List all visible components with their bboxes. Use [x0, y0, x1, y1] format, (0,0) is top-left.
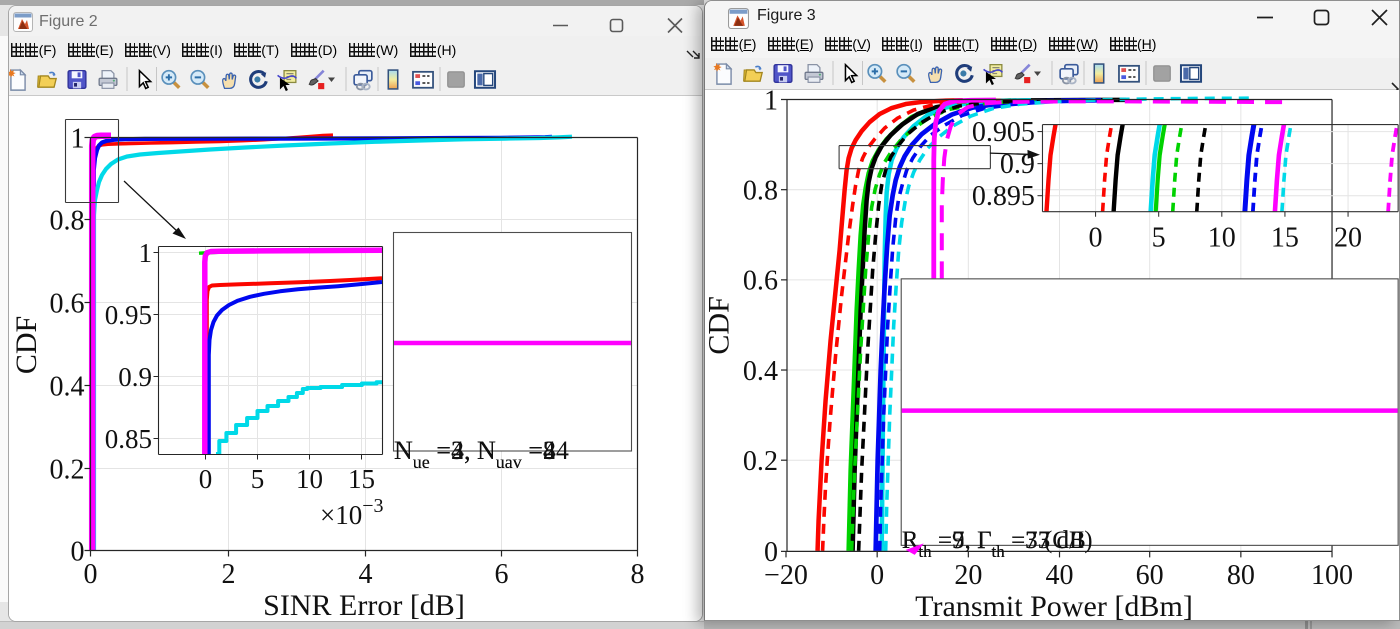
svg-text:0.6: 0.6	[50, 288, 85, 319]
svg-text:0: 0	[1089, 222, 1103, 253]
svg-text:0.4: 0.4	[743, 356, 778, 387]
svg-text:0.6: 0.6	[743, 266, 778, 297]
svg-text:5: 5	[1152, 222, 1166, 253]
svg-text:20: 20	[1334, 222, 1362, 253]
svg-text:20: 20	[954, 560, 982, 591]
svg-text:4: 4	[359, 559, 373, 590]
svg-text:0.905: 0.905	[972, 117, 1035, 148]
svg-text:0.2: 0.2	[50, 454, 85, 485]
svg-text:0: 0	[199, 464, 213, 494]
svg-text:CDF: CDF	[705, 296, 735, 354]
svg-text:0.4: 0.4	[50, 371, 85, 402]
svg-text:Transmit Power [dBm]: Transmit Power [dBm]	[915, 589, 1193, 621]
svg-text:0: 0	[71, 536, 85, 567]
svg-text:1: 1	[71, 123, 85, 154]
svg-text:10: 10	[1208, 222, 1236, 253]
svg-text:0.8: 0.8	[743, 176, 778, 207]
svg-text:15: 15	[348, 464, 375, 494]
svg-text:100: 100	[1311, 560, 1353, 591]
svg-text:1: 1	[764, 90, 778, 116]
svg-text:0.8: 0.8	[50, 205, 85, 236]
svg-text:0: 0	[870, 560, 884, 591]
svg-text:60: 60	[1136, 560, 1164, 591]
svg-text:0.85: 0.85	[105, 424, 152, 454]
svg-text:80: 80	[1227, 560, 1255, 591]
svg-text:15: 15	[1271, 222, 1299, 253]
svg-text:0.9: 0.9	[118, 362, 152, 392]
svg-text:0.95: 0.95	[105, 300, 152, 330]
svg-text:0: 0	[84, 559, 98, 590]
svg-text:6: 6	[495, 559, 509, 590]
svg-text:40: 40	[1045, 560, 1073, 591]
svg-text:10: 10	[296, 464, 323, 494]
svg-text:−20: −20	[764, 560, 808, 591]
svg-text:1: 1	[139, 238, 153, 268]
svg-text:0.9: 0.9	[1000, 149, 1035, 180]
svg-text:0.2: 0.2	[743, 446, 778, 477]
svg-text:×10−3: ×10−3	[320, 495, 384, 530]
svg-text:CDF: CDF	[10, 316, 43, 374]
svg-text:2: 2	[222, 559, 236, 590]
svg-text:5: 5	[251, 464, 265, 494]
svg-text:8: 8	[631, 559, 645, 590]
svg-text:0.895: 0.895	[972, 181, 1035, 212]
svg-text:0: 0	[764, 537, 778, 568]
svg-text:SINR Error [dB]: SINR Error [dB]	[263, 589, 465, 621]
